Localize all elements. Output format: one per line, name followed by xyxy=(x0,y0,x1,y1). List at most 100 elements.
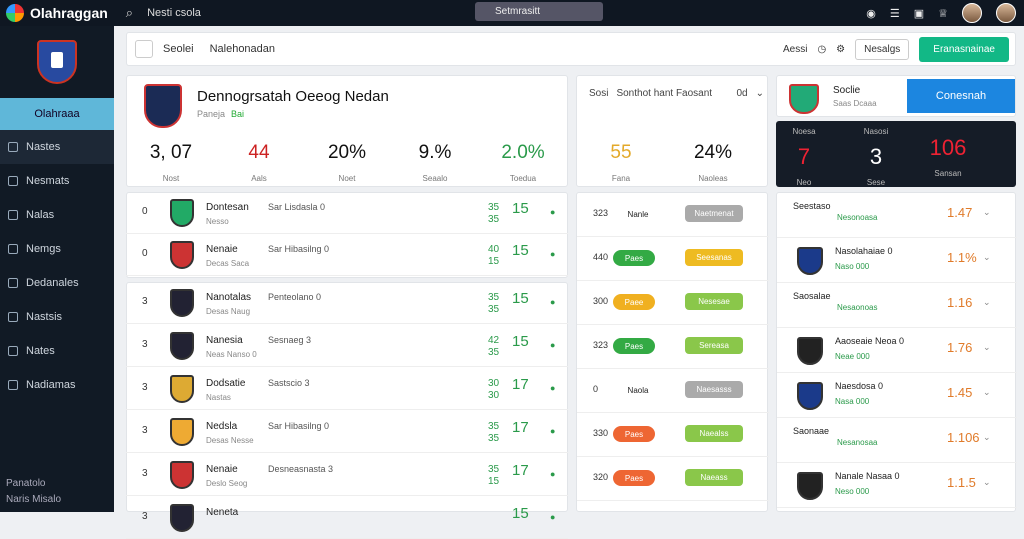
table-row[interactable]: 0 Dontesan Nesso Sar Lisdasla 0 35 35 15 ● xyxy=(126,192,568,234)
chevron-icon[interactable]: ⌄ xyxy=(983,342,991,352)
team-crest-icon xyxy=(170,461,194,489)
team-sub: Decas Saca xyxy=(206,259,250,268)
odds-row[interactable]: Aaoseaie Neoa 0 Neae 000 1.76 ⌄ xyxy=(777,328,1017,373)
table-row[interactable]: 3 Nenaie Deslo Seog Desneasnasta 3 35 15 17 ● xyxy=(126,454,568,496)
row-rank: 3 xyxy=(142,339,148,350)
status-row[interactable]: 300 Paee Nesesae xyxy=(577,281,769,325)
table-row[interactable]: 3 Nanesia Neas Nanso 0 Sesnaeg 3 42 35 15 ● xyxy=(126,325,568,367)
sidebar-item[interactable]: Nates xyxy=(0,334,114,368)
user-avatar[interactable] xyxy=(996,3,1016,23)
breadcrumb-a[interactable]: Seolei xyxy=(163,43,194,55)
status-row[interactable]: 320 Paes Naeass xyxy=(577,457,769,501)
odds-value[interactable]: 1.16 xyxy=(947,295,973,310)
table-row[interactable]: 0 Nenaie Decas Saca Sar Hibasilng 0 40 15 15 ● xyxy=(126,234,568,276)
status-pill[interactable]: Paes xyxy=(613,250,655,266)
briefcase-icon[interactable]: ▣ xyxy=(913,7,925,20)
chevron-down-icon[interactable]: ⌄ xyxy=(755,88,764,99)
status-chip[interactable]: Naesasss xyxy=(685,381,743,398)
odds-tag: Nesonoasa xyxy=(837,213,878,222)
status-row[interactable]: 330 Paes Naealss xyxy=(577,413,769,457)
table-row[interactable]: 3 Neneta 15 ● xyxy=(126,497,568,539)
chevron-icon[interactable]: ⌄ xyxy=(983,477,991,487)
extra-bottom: 35 xyxy=(488,214,500,225)
row-extra: 35 35 xyxy=(488,202,499,226)
breadcrumb-b[interactable]: Nalehonadan xyxy=(209,43,276,55)
team-header-card: Dennogrsatah Oeeog Nedan Paneja Bai 3, 07… xyxy=(126,75,568,187)
odds-value[interactable]: 1.1% xyxy=(947,250,977,265)
odds-row[interactable]: Naesdosa 0 Nasa 000 1.45 ⌄ xyxy=(777,373,1017,418)
filter-one[interactable]: Aessi xyxy=(782,43,808,55)
sidebar-item[interactable]: Nastes xyxy=(0,130,114,164)
odds-value[interactable]: 1.106 xyxy=(947,430,980,445)
team-subtitle: Paneja xyxy=(197,109,226,119)
status-pill[interactable]: Paes xyxy=(613,470,655,486)
status-row[interactable]: 440 Paes Seesanas xyxy=(577,237,769,281)
sidebar-footer-1[interactable]: Panatolo xyxy=(6,478,46,489)
filter-two-button[interactable]: Nesalgs xyxy=(855,38,910,60)
back-icon[interactable] xyxy=(135,40,153,58)
odds-row[interactable]: Nanale Nasaa 0 Neso 000 1.1.5 ⌄ xyxy=(777,463,1017,508)
odds-value[interactable]: 1.76 xyxy=(947,340,973,355)
avatar[interactable] xyxy=(962,3,982,23)
team-name: Neneta xyxy=(206,507,239,518)
sidebar-item[interactable]: Nesmats xyxy=(0,164,114,198)
table-row[interactable]: 3 Dodsatie Nastas Sastscio 3 30 30 17 ● xyxy=(126,368,568,410)
score-caption: Neo xyxy=(796,178,812,187)
odds-row[interactable]: Seestaso Nesonoasa 1.47 ⌄ xyxy=(777,193,1017,238)
status-chip[interactable]: Seesanas xyxy=(685,249,743,266)
odds-row[interactable]: Saonaae Nesanosaa 1.106 ⌄ xyxy=(777,418,1017,463)
row-extra: 42 35 xyxy=(488,335,499,359)
status-pill[interactable]: Nanle xyxy=(627,209,649,219)
settings-icon[interactable]: ⚙ xyxy=(836,43,846,55)
status-chip[interactable]: Naealss xyxy=(685,425,743,442)
status-pill[interactable]: Paes xyxy=(613,338,655,354)
chevron-icon[interactable]: ⌄ xyxy=(983,252,991,262)
chevron-icon[interactable]: ⌄ xyxy=(983,207,991,217)
trophy-icon[interactable]: ♕ xyxy=(938,7,948,20)
top-search-input[interactable]: Setmrasitt xyxy=(475,2,603,21)
odds-tag: Nesaonoas xyxy=(837,303,878,312)
status-row[interactable]: 323 Nanle Naetmenat xyxy=(577,193,769,237)
notification-icon[interactable]: ◉ xyxy=(866,7,876,20)
club-crest-icon xyxy=(37,40,77,84)
odds-row[interactable]: Nasolahaiae 0 Naso 000 1.1% ⌄ xyxy=(777,238,1017,283)
status-pill[interactable]: Paes xyxy=(613,426,655,442)
sidebar-item[interactable]: Nemgs xyxy=(0,232,114,266)
status-chip[interactable]: Sereasa xyxy=(685,337,743,354)
status-chip[interactable]: Nesesae xyxy=(685,293,743,310)
sidebar-item[interactable]: Dedanales xyxy=(0,266,114,300)
table-row[interactable]: 3 Nedsla Desas Nesse Sar Hibasilng 0 35 35 17 ● xyxy=(126,411,568,453)
sidebar-item[interactable]: Nalas xyxy=(0,198,114,232)
sidebar-item[interactable]: Nastsis xyxy=(0,300,114,334)
chevron-icon[interactable]: ⌄ xyxy=(983,432,991,442)
odds-row[interactable]: Saosalae Nesaonoas 1.16 ⌄ xyxy=(777,283,1017,328)
mid-head-3[interactable]: 0d xyxy=(736,88,748,99)
status-chip[interactable]: Naeass xyxy=(685,469,743,486)
odds-value[interactable]: 1.1.5 xyxy=(947,475,976,490)
table-row[interactable]: 3 Nanotalas Desas Naug Penteolano 0 35 35 15 ● xyxy=(126,282,568,324)
sidebar-item[interactable]: Nadiamas xyxy=(0,368,114,402)
sidebar-item-label: Nastsis xyxy=(26,311,63,323)
top-nav-link[interactable]: Nesti csola xyxy=(147,7,201,19)
score-heading: Nasosi xyxy=(863,127,889,136)
search-icon[interactable]: ⌕ xyxy=(125,5,134,20)
odds-value[interactable]: 1.45 xyxy=(947,385,973,400)
chevron-icon[interactable]: ⌄ xyxy=(983,297,991,307)
status-row[interactable]: 323 Paes Sereasa xyxy=(577,325,769,369)
match-info: Sastscio 3 xyxy=(268,378,310,388)
sidebar-footer-2[interactable]: Naris Misalo xyxy=(6,494,62,505)
team-crest-icon xyxy=(170,199,194,227)
right-action-button[interactable]: Conesnah xyxy=(907,79,1015,113)
odds-value[interactable]: 1.47 xyxy=(947,205,973,220)
status-chip[interactable]: Naetmenat xyxy=(685,205,743,222)
sidebar-active-item[interactable]: Olahraaa xyxy=(0,98,114,130)
status-pill[interactable]: Paee xyxy=(613,294,655,310)
primary-cta-button[interactable]: Eranasnainae xyxy=(919,36,1009,62)
chevron-icon[interactable]: ⌄ xyxy=(983,387,991,397)
status-row[interactable]: 0 Naola Naesasss xyxy=(577,369,769,413)
stat-value: 3, 07 xyxy=(149,142,193,163)
stat-label: Toedua xyxy=(509,174,537,183)
status-pill[interactable]: Naola xyxy=(627,385,649,395)
menu-icon[interactable]: ☰ xyxy=(889,7,900,20)
clock-icon[interactable]: ◷ xyxy=(817,43,827,55)
